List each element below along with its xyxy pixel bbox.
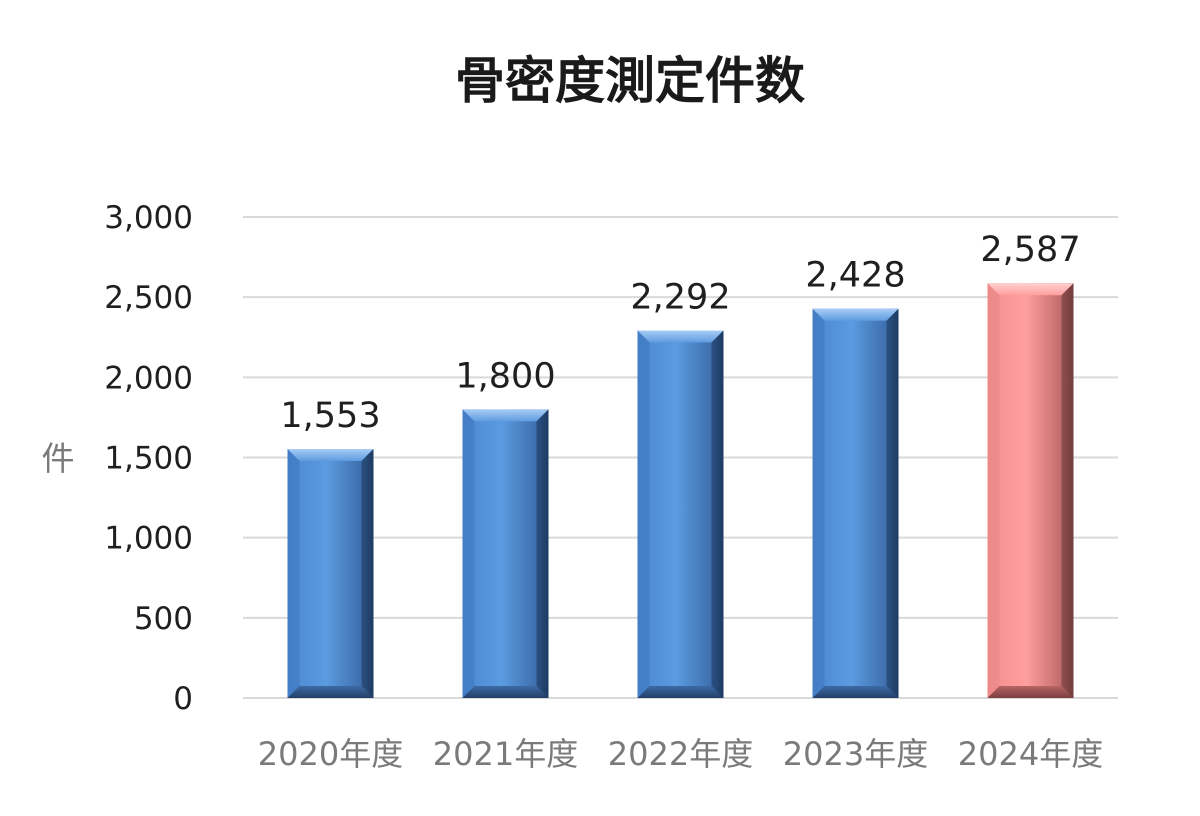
bar-right-bevel xyxy=(361,449,374,698)
x-tick-label: 2021年度 xyxy=(433,735,578,773)
y-tick-label: 2,500 xyxy=(104,280,193,316)
y-tick-label: 1,000 xyxy=(104,521,193,557)
bar-2020年度 xyxy=(287,449,374,698)
y-tick-label: 1,500 xyxy=(104,441,193,477)
bar-left-bevel xyxy=(637,330,650,698)
bar-top-bevel xyxy=(987,283,1074,296)
bar-bottom-bevel xyxy=(462,686,549,698)
bar-right-bevel xyxy=(536,409,549,698)
bar-body xyxy=(987,283,1074,698)
data-label: 1,553 xyxy=(280,396,380,436)
y-axis-ticks: 0 500 1,000 1,500 2,000 2,500 3,000 xyxy=(104,200,193,717)
bar-left-bevel xyxy=(812,308,825,698)
bar-right-bevel xyxy=(886,308,899,698)
y-tick-label: 3,000 xyxy=(104,200,193,236)
y-tick-label: 500 xyxy=(134,601,193,637)
bar-right-bevel xyxy=(1061,283,1074,698)
bar-top-bevel xyxy=(462,409,549,422)
bar-left-bevel xyxy=(287,449,300,698)
bar-2021年度 xyxy=(462,409,549,698)
bar-body xyxy=(462,409,549,698)
bar-2023年度 xyxy=(812,308,899,698)
bar-left-bevel xyxy=(987,283,1000,698)
bar-body xyxy=(812,308,899,698)
bar-2024年度 xyxy=(987,283,1074,698)
bar-bottom-bevel xyxy=(637,686,724,698)
x-tick-label: 2020年度 xyxy=(258,735,403,773)
data-label: 2,428 xyxy=(805,256,905,296)
data-label: 2,587 xyxy=(980,230,1080,270)
y-axis-label: 件 xyxy=(42,439,75,478)
bar-body xyxy=(637,330,724,698)
bar-top-bevel xyxy=(287,449,374,462)
x-tick-label: 2023年度 xyxy=(783,735,928,773)
chart-title: 骨密度測定件数 xyxy=(455,52,805,110)
bar-bottom-bevel xyxy=(812,686,899,698)
x-tick-label: 2024年度 xyxy=(958,735,1103,773)
bar-right-bevel xyxy=(711,330,724,698)
bar-bottom-bevel xyxy=(987,686,1074,698)
bar-bottom-bevel xyxy=(287,686,374,698)
y-tick-label: 0 xyxy=(173,681,193,717)
x-tick-label: 2022年度 xyxy=(608,735,753,773)
bar-top-bevel xyxy=(812,308,899,321)
data-label: 2,292 xyxy=(630,278,730,318)
bars xyxy=(287,283,1074,698)
y-tick-label: 2,000 xyxy=(104,360,193,396)
bar-body xyxy=(287,449,374,698)
bar-top-bevel xyxy=(637,330,724,343)
bar-2022年度 xyxy=(637,330,724,698)
data-labels: 1,553 1,800 2,292 2,428 2,587 xyxy=(280,230,1080,436)
bar-left-bevel xyxy=(462,409,475,698)
x-axis-ticks: 2020年度 2021年度 2022年度 2023年度 2024年度 xyxy=(258,735,1103,773)
data-label: 1,800 xyxy=(455,356,555,396)
